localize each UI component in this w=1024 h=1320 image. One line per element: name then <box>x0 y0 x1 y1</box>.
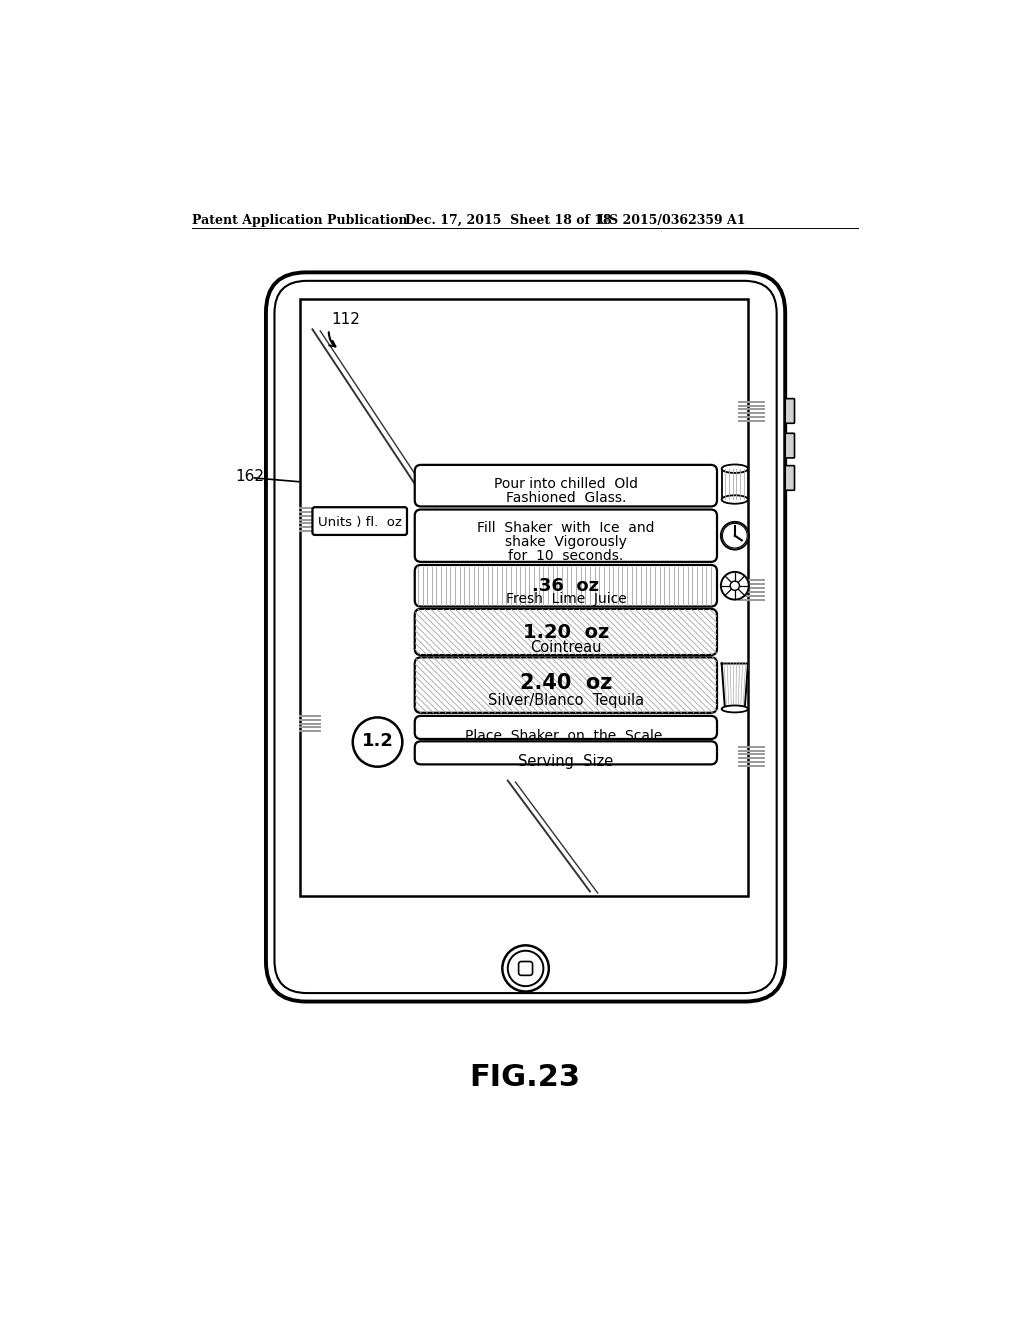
Text: Units ) fl.  oz: Units ) fl. oz <box>317 516 401 529</box>
Text: 2.40  oz: 2.40 oz <box>520 673 612 693</box>
FancyBboxPatch shape <box>415 657 717 713</box>
Ellipse shape <box>722 495 748 504</box>
Text: shake  Vigorously: shake Vigorously <box>505 535 627 549</box>
FancyBboxPatch shape <box>266 272 785 1002</box>
FancyBboxPatch shape <box>785 433 795 458</box>
Text: Patent Application Publication: Patent Application Publication <box>191 214 408 227</box>
FancyBboxPatch shape <box>415 742 717 764</box>
Bar <box>722 469 748 499</box>
FancyBboxPatch shape <box>415 565 717 607</box>
Text: Silver/Blanco  Tequila: Silver/Blanco Tequila <box>487 693 644 708</box>
FancyBboxPatch shape <box>518 961 532 975</box>
FancyBboxPatch shape <box>415 510 717 562</box>
FancyBboxPatch shape <box>415 715 717 739</box>
Circle shape <box>352 718 402 767</box>
Text: Fresh  Lime  Juice: Fresh Lime Juice <box>506 591 627 606</box>
Text: US 2015/0362359 A1: US 2015/0362359 A1 <box>598 214 745 227</box>
Text: Dec. 17, 2015  Sheet 18 of 18: Dec. 17, 2015 Sheet 18 of 18 <box>406 214 612 227</box>
Circle shape <box>508 950 544 986</box>
Polygon shape <box>722 664 748 706</box>
Text: 112: 112 <box>331 313 359 327</box>
Text: Place  Shaker  on  the  Scale.: Place Shaker on the Scale. <box>465 729 667 743</box>
FancyBboxPatch shape <box>785 466 795 490</box>
Circle shape <box>721 572 749 599</box>
FancyBboxPatch shape <box>415 609 717 655</box>
Text: .36  oz: .36 oz <box>532 577 599 594</box>
Circle shape <box>721 521 749 549</box>
Text: FIG.23: FIG.23 <box>469 1063 581 1092</box>
Text: Fill  Shaker  with  Ice  and: Fill Shaker with Ice and <box>477 521 654 535</box>
Text: 1.20  oz: 1.20 oz <box>522 623 609 642</box>
Text: Pour into chilled  Old: Pour into chilled Old <box>494 478 638 491</box>
Text: Fashioned  Glass.: Fashioned Glass. <box>506 491 626 506</box>
Text: Cointreau: Cointreau <box>530 640 602 655</box>
Circle shape <box>722 523 748 548</box>
FancyBboxPatch shape <box>274 281 776 993</box>
FancyBboxPatch shape <box>785 399 795 424</box>
FancyBboxPatch shape <box>312 507 407 535</box>
Text: for  10  seconds.: for 10 seconds. <box>508 549 624 562</box>
Text: 1.2: 1.2 <box>361 733 393 750</box>
Text: Serving  Size: Serving Size <box>518 755 613 770</box>
Ellipse shape <box>722 465 748 473</box>
Text: 162: 162 <box>234 470 264 484</box>
FancyBboxPatch shape <box>415 465 717 507</box>
Circle shape <box>503 945 549 991</box>
FancyBboxPatch shape <box>300 298 748 896</box>
Ellipse shape <box>722 705 748 713</box>
Circle shape <box>730 581 739 590</box>
